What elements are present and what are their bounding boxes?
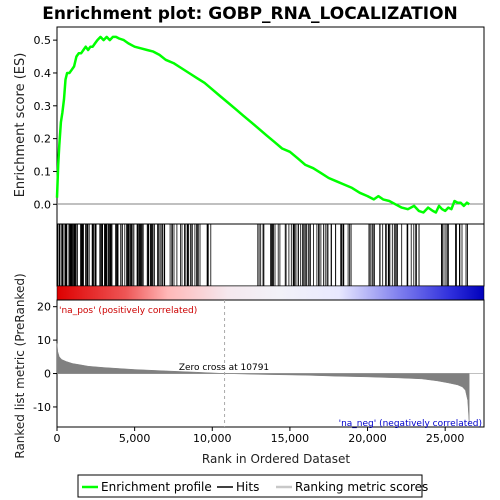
es-y-tick-label: 0.5	[34, 34, 52, 47]
rank-color-bar	[56, 285, 485, 301]
es-y-ticks: 0.0 0.1 0.2 0.3 0.4 0.5	[34, 34, 57, 211]
x-tick-label: 20,000	[348, 432, 387, 445]
es-y-tick-label: 0.1	[34, 165, 52, 178]
zero-cross-label: Zero cross at 10791	[179, 363, 269, 373]
x-tick-label: 15,000	[271, 432, 310, 445]
metric-y-tick-label: 20	[37, 301, 51, 314]
es-y-tick-label: 0.3	[34, 100, 52, 113]
chart-title: Enrichment plot: GOBP_RNA_LOCALIZATION	[42, 4, 458, 24]
negative-correlation-label: 'na_neg' (negatively correlated)	[339, 419, 482, 429]
ranking-metric-area	[56, 343, 470, 424]
metric-y-tick-label: -10	[33, 401, 51, 414]
es-y-axis-label: Enrichment score (ES)	[13, 53, 28, 198]
enrichment-profile-line	[55, 35, 470, 214]
es-y-tick-label: 0.2	[34, 133, 52, 146]
legend-box	[77, 474, 423, 498]
metric-y-ticks: 20 10 0 -10	[33, 301, 57, 414]
x-ticks: 0 5,000 10,000 15,000 20,000 25,000	[54, 427, 465, 445]
es-y-tick-label: 0.4	[34, 67, 52, 80]
legend-hits-label: Hits	[236, 480, 259, 494]
legend-metric-label: Ranking metric scores	[295, 480, 428, 494]
es-y-tick-label: 0.0	[34, 198, 52, 211]
x-tick-label: 25,000	[426, 432, 465, 445]
positive-correlation-label: 'na_pos' (positively correlated)	[59, 306, 197, 316]
metric-y-axis-label: Ranked list metric (PreRanked)	[13, 273, 27, 458]
metric-plot-frame	[56, 299, 485, 428]
legend-enrichment-label: Enrichment profile	[101, 480, 212, 494]
hits-markers	[56, 224, 468, 286]
x-axis-label: Rank in Ordered Dataset	[202, 452, 350, 466]
x-tick-label: 5,000	[119, 432, 151, 445]
metric-y-tick-label: 0	[44, 368, 51, 381]
es-plot-frame	[56, 26, 485, 225]
x-tick-label: 10,000	[193, 432, 232, 445]
x-tick-label: 0	[54, 432, 61, 445]
metric-y-tick-label: 10	[37, 334, 51, 347]
